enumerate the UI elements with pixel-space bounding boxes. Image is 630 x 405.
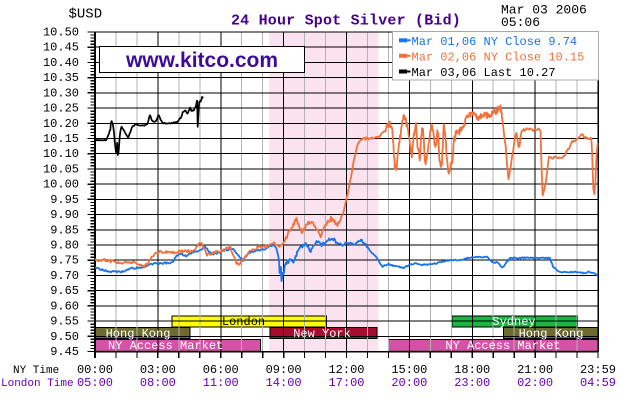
svg-text:23:59: 23:59 [580,363,616,377]
svg-text:London Time: London Time [1,378,74,390]
svg-text:9.90: 9.90 [50,208,79,222]
svg-text:9.60: 9.60 [50,299,79,313]
svg-text:10.05: 10.05 [43,162,79,176]
svg-text:02:00: 02:00 [517,376,553,390]
svg-text:06:00: 06:00 [203,363,239,377]
svg-text:10.30: 10.30 [43,86,79,100]
svg-text:24 Hour Spot Silver (Bid): 24 Hour Spot Silver (Bid) [231,13,461,30]
svg-text:NY Access Market: NY Access Market [445,339,560,353]
svg-text:www.kitco.com: www.kitco.com [125,49,278,72]
svg-text:NY Access Market: NY Access Market [108,339,223,353]
svg-text:NY Time: NY Time [13,365,59,377]
svg-text:10.50: 10.50 [43,26,79,40]
svg-text:03:00: 03:00 [140,363,176,377]
svg-text:15:00: 15:00 [391,363,427,377]
svg-text:08:00: 08:00 [140,376,176,390]
svg-text:10.40: 10.40 [43,56,79,70]
svg-text:18:00: 18:00 [454,363,490,377]
svg-text:9.55: 9.55 [50,315,79,329]
svg-text:Hong Kong: Hong Kong [519,327,584,341]
svg-text:10.10: 10.10 [43,147,79,161]
svg-text:9.50: 9.50 [50,330,79,344]
svg-text:10.00: 10.00 [43,178,79,192]
svg-text:Hong Kong: Hong Kong [106,327,171,341]
svg-text:Mar 03,06 Last 10.27: Mar 03,06 Last 10.27 [412,66,556,80]
svg-text:Mar 02,06 NY Close 10.15: Mar 02,06 NY Close 10.15 [412,51,585,65]
svg-text:9.65: 9.65 [50,284,79,298]
svg-text:09:00: 09:00 [266,363,302,377]
svg-text:9.85: 9.85 [50,223,79,237]
svg-text:Mar 01,06 NY Close 9.74: Mar 01,06 NY Close 9.74 [412,35,578,49]
svg-text:Mar 03 2006: Mar 03 2006 [501,3,587,18]
svg-text:21:00: 21:00 [517,363,553,377]
svg-text:14:00: 14:00 [266,376,302,390]
svg-text:New York: New York [293,327,351,341]
svg-text:17:00: 17:00 [328,376,364,390]
svg-text:9.70: 9.70 [50,269,79,283]
svg-text:20:00: 20:00 [391,376,427,390]
svg-text:04:59: 04:59 [580,376,616,390]
svg-text:London: London [222,315,265,329]
svg-text:00:00: 00:00 [77,363,113,377]
svg-text:10.25: 10.25 [43,102,79,116]
svg-text:9.95: 9.95 [50,193,79,207]
svg-text:11:00: 11:00 [203,376,239,390]
svg-text:9.75: 9.75 [50,254,79,268]
svg-text:10.20: 10.20 [43,117,79,131]
svg-text:9.45: 9.45 [50,345,79,359]
svg-text:05:06: 05:06 [501,15,540,30]
svg-text:9.80: 9.80 [50,239,79,253]
svg-text:10.45: 10.45 [43,41,79,55]
svg-text:10.15: 10.15 [43,132,79,146]
svg-text:$USD: $USD [69,7,103,23]
svg-text:10.35: 10.35 [43,71,79,85]
svg-text:23:00: 23:00 [454,376,490,390]
svg-text:Sydney: Sydney [492,315,535,329]
svg-text:12:00: 12:00 [328,363,364,377]
svg-text:05:00: 05:00 [77,376,113,390]
